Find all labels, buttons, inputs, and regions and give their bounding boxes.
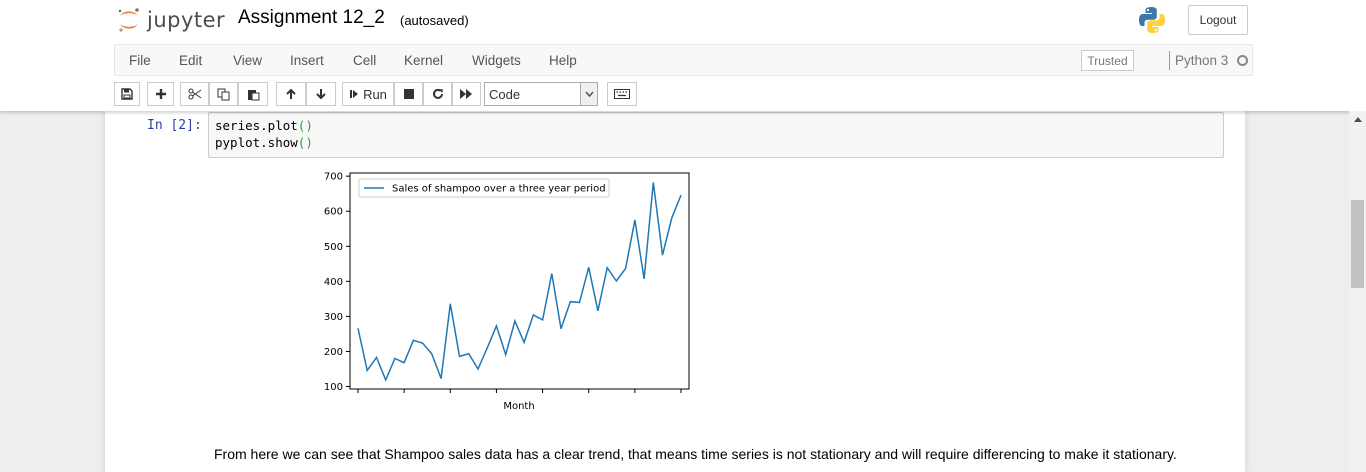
save-icon <box>121 88 133 100</box>
x-axis <box>357 389 682 393</box>
code-paren: () <box>297 135 313 150</box>
arrow-down-icon <box>316 89 326 100</box>
cell-type-select[interactable]: Code <box>484 82 598 106</box>
restart-icon <box>432 88 443 99</box>
toolbar: Run Code <box>114 82 914 106</box>
input-prompt: In [2]: <box>147 118 202 133</box>
legend-box <box>358 178 610 198</box>
copy-button[interactable] <box>209 82 238 106</box>
y-tick-label: 100 <box>324 382 343 393</box>
run-button[interactable]: Run <box>342 82 394 106</box>
legend-label: Sales of shampoo over a three year perio… <box>392 184 606 195</box>
autosave-status: (autosaved) <box>400 13 469 28</box>
interrupt-button[interactable] <box>394 82 423 106</box>
menu-file[interactable]: File <box>129 53 151 68</box>
run-label: Run <box>363 86 387 102</box>
menu-insert[interactable]: Insert <box>290 53 324 68</box>
fast-forward-icon <box>460 89 472 99</box>
markdown-cell-text: From here we can see that Shampoo sales … <box>214 446 1177 462</box>
arrow-up-icon <box>286 88 296 99</box>
restart-run-all-button[interactable] <box>452 82 481 106</box>
scissors-icon <box>188 88 201 100</box>
restart-button[interactable] <box>423 82 452 106</box>
cell-type-value: Code <box>489 87 521 102</box>
y-tick-label: 600 <box>324 207 343 218</box>
y-tick-label: 700 <box>324 172 343 183</box>
trusted-indicator[interactable]: Trusted <box>1081 50 1134 71</box>
kernel-idle-icon <box>1237 55 1248 66</box>
notebook-name[interactable]: Assignment 12_2 <box>238 7 385 28</box>
scroll-up-icon[interactable] <box>1349 111 1366 128</box>
code-text: series.plot <box>215 118 298 133</box>
menu-cell[interactable]: Cell <box>353 53 377 68</box>
y-tick-label: 300 <box>324 312 343 323</box>
code-paren: () <box>297 118 313 133</box>
jupyter-logo-icon <box>117 7 141 33</box>
logout-button[interactable]: Logout <box>1188 5 1248 35</box>
plot-area <box>349 172 690 390</box>
menu-view[interactable]: View <box>233 53 263 68</box>
menubar: File Edit View Insert Cell Kernel Widget… <box>114 44 1253 76</box>
x-axis-label: Month <box>503 401 534 412</box>
code-text: pyplot.show <box>215 135 298 150</box>
y-tick-label: 500 <box>324 242 343 253</box>
command-palette-button[interactable] <box>607 82 637 106</box>
paste-icon <box>247 89 259 100</box>
copy-icon <box>217 88 230 100</box>
scrollbar-thumb[interactable] <box>1351 200 1364 288</box>
y-tick-label: 200 <box>324 347 343 358</box>
jupyter-logo[interactable]: jupyter <box>117 5 225 35</box>
menu-help[interactable]: Help <box>549 53 577 68</box>
line-chart: 100 200 300 400 500 600 700 Sales of shampoo o… <box>324 172 690 412</box>
kernel-divider <box>1169 51 1170 70</box>
move-up-button[interactable] <box>276 82 306 106</box>
vertical-scrollbar[interactable] <box>1349 111 1366 472</box>
logo-text: jupyter <box>147 8 226 32</box>
menu-edit[interactable]: Edit <box>179 53 203 68</box>
notebook-container: In [2]: series.plot() pyplot.show() 100 2… <box>105 111 1245 472</box>
header: jupyter Assignment 12_2 (autosaved) Logo… <box>0 0 1366 111</box>
step-forward-icon <box>350 90 359 98</box>
chevron-down-icon[interactable] <box>580 83 597 105</box>
insert-cell-button[interactable] <box>147 82 174 106</box>
menu-widgets[interactable]: Widgets <box>472 53 521 68</box>
series-line <box>357 182 682 382</box>
legend: Sales of shampoo over a three year perio… <box>358 178 610 198</box>
code-cell-input[interactable]: series.plot() pyplot.show() <box>208 112 1224 158</box>
menu-kernel[interactable]: Kernel <box>404 53 444 68</box>
code-line: pyplot.show() <box>215 135 313 150</box>
y-axis: 100 200 300 400 500 600 700 <box>324 172 350 393</box>
stop-icon <box>403 89 414 99</box>
move-down-button[interactable] <box>306 82 336 106</box>
paste-button[interactable] <box>238 82 268 106</box>
code-line: series.plot() <box>215 118 313 133</box>
kernel-name[interactable]: Python 3 <box>1175 53 1229 68</box>
keyboard-icon <box>614 89 630 99</box>
cut-button[interactable] <box>180 82 209 106</box>
y-tick-label: 400 <box>324 277 343 288</box>
python-logo-icon <box>1137 5 1167 35</box>
plus-icon <box>155 89 166 99</box>
save-button[interactable] <box>114 82 140 106</box>
